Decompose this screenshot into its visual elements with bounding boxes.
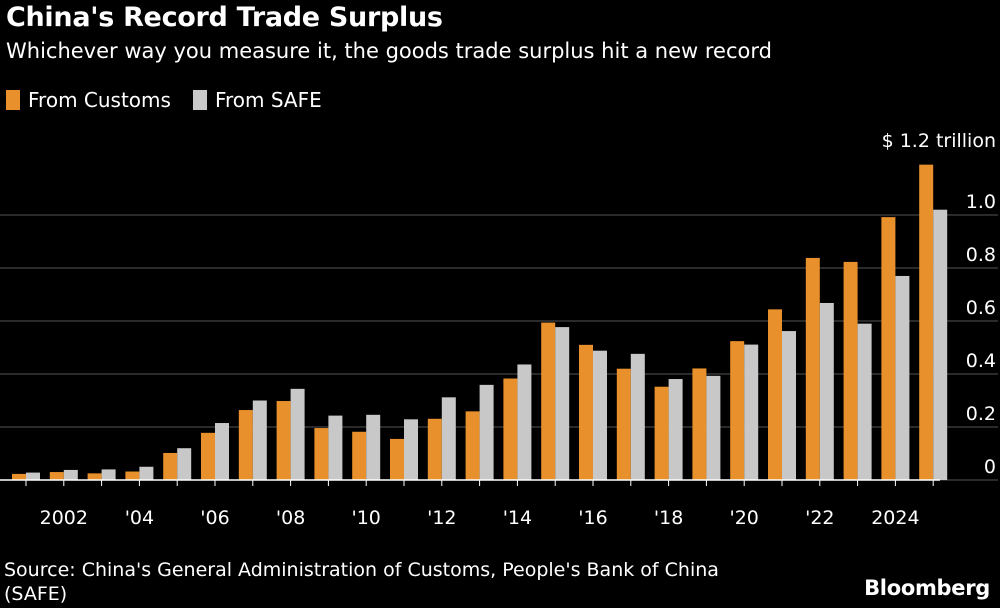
bar-safe (441, 397, 456, 480)
x-tick-label: '16 (578, 507, 607, 529)
bar-safe (479, 384, 494, 480)
x-tick-label: '12 (427, 507, 456, 529)
chart-subtitle: Whichever way you measure it, the goods … (6, 39, 772, 63)
x-tick-label: '10 (351, 507, 380, 529)
bar-customs (201, 432, 215, 480)
x-tick-label: '22 (805, 507, 834, 529)
x-tick-label: '06 (200, 507, 229, 529)
bar-safe (630, 353, 645, 480)
x-tick-label: '08 (276, 507, 305, 529)
x-tick-label: '18 (654, 507, 683, 529)
bar-safe (555, 327, 570, 480)
bar-safe (782, 331, 796, 480)
legend-label-customs: From Customs (28, 88, 171, 112)
bar-safe (139, 466, 154, 480)
x-tick-label: '04 (125, 507, 154, 529)
bar-customs (238, 410, 253, 480)
bar-customs (919, 164, 934, 480)
bar-safe (744, 344, 759, 480)
bar-safe (177, 448, 192, 480)
bar-safe (404, 419, 418, 480)
bar-customs (616, 368, 631, 480)
bar-customs (12, 473, 26, 480)
bar-customs (465, 411, 480, 480)
bar-customs (692, 368, 707, 480)
bar-customs (881, 217, 896, 480)
legend: From Customs From SAFE (6, 88, 344, 112)
legend-swatch-safe (192, 90, 207, 110)
y-tick-label: 0.8 (966, 244, 996, 266)
bar-safe (895, 275, 910, 480)
source-note: Source: China's General Administration o… (4, 559, 719, 605)
y-tick-label: 0.4 (966, 350, 996, 372)
bar-customs (163, 452, 178, 480)
bar-customs (276, 401, 291, 480)
bar-safe (215, 423, 229, 480)
legend-item-customs: From Customs (6, 88, 171, 112)
bar-customs (352, 431, 367, 480)
bar-customs (125, 471, 140, 480)
bar-customs (730, 341, 745, 480)
y-tick-label: 0.2 (966, 403, 996, 425)
bar-safe (819, 302, 834, 480)
bar-customs (843, 261, 858, 480)
y-tick-label: 1.0 (966, 191, 996, 213)
bar-safe (101, 469, 116, 480)
bar-safe (517, 364, 532, 480)
y-unit-label: $ 1.2 trillion (882, 130, 996, 152)
bar-safe (366, 414, 381, 480)
bar-safe (593, 350, 607, 480)
bar-safe (63, 469, 78, 480)
x-tick-label: '14 (503, 507, 532, 529)
bar-safe (252, 400, 267, 480)
bar-customs (579, 344, 593, 480)
bar-customs (390, 438, 404, 480)
legend-swatch-customs (6, 90, 20, 110)
bar-safe (933, 209, 948, 480)
bar-safe (26, 472, 40, 480)
bloomberg-logo: Bloomberg (864, 576, 990, 600)
chart-title: China's Record Trade Surplus (6, 2, 443, 33)
bar-customs (654, 386, 669, 480)
x-tick-label: '20 (729, 507, 758, 529)
bar-customs (768, 309, 782, 480)
legend-label-safe: From SAFE (214, 88, 322, 112)
bar-customs (87, 473, 102, 480)
bar-safe (290, 388, 305, 480)
y-tick-label: 0.6 (966, 297, 996, 319)
bar-safe (857, 323, 872, 480)
bar-customs (503, 378, 518, 480)
bar-customs (314, 428, 329, 480)
bar-safe (706, 375, 721, 480)
legend-item-safe: From SAFE (192, 88, 322, 112)
y-tick-label: 0 (984, 456, 996, 478)
bar-safe (668, 379, 683, 480)
x-tick-label: 2002 (40, 507, 88, 529)
bar-safe (328, 415, 343, 480)
x-tick-label: 2024 (871, 507, 919, 529)
bar-customs (805, 257, 820, 480)
bar-customs (541, 322, 556, 480)
bar-customs (49, 472, 64, 480)
bar-customs (427, 418, 442, 480)
